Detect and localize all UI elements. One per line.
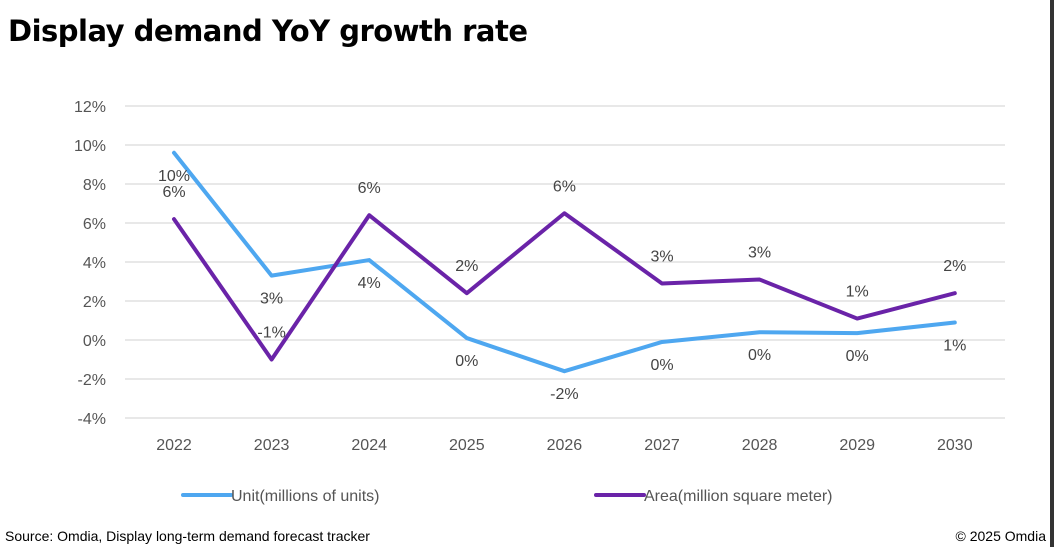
data-label: 0% bbox=[846, 348, 869, 365]
y-tick-label: 0% bbox=[83, 333, 106, 350]
data-label: 3% bbox=[748, 245, 771, 262]
series-line-area bbox=[172, 211, 957, 362]
x-tick-label: 2023 bbox=[254, 437, 290, 454]
x-tick-label: 2030 bbox=[937, 437, 973, 454]
x-tick-label: 2028 bbox=[742, 437, 778, 454]
y-tick-label: 4% bbox=[83, 255, 106, 272]
data-label: -2% bbox=[550, 386, 578, 403]
chart-title: Display demand YoY growth rate bbox=[8, 14, 528, 48]
x-tick-label: 2022 bbox=[156, 437, 192, 454]
data-label: 6% bbox=[553, 178, 576, 195]
y-tick-label: -2% bbox=[78, 372, 106, 389]
data-label: -1% bbox=[257, 325, 285, 342]
y-tick-label: 12% bbox=[74, 99, 106, 116]
data-label: 2% bbox=[455, 258, 478, 275]
window-edge bbox=[1050, 0, 1054, 547]
data-label: 3% bbox=[260, 291, 283, 308]
x-tick-label: 2026 bbox=[547, 437, 583, 454]
legend-label: Area(million square meter) bbox=[644, 488, 833, 505]
legend-label: Unit(millions of units) bbox=[231, 488, 379, 505]
y-tick-label: 6% bbox=[83, 216, 106, 233]
y-tick-label: 2% bbox=[83, 294, 106, 311]
y-tick-label: 10% bbox=[74, 138, 106, 155]
x-tick-label: 2029 bbox=[839, 437, 875, 454]
data-label: 0% bbox=[455, 353, 478, 370]
copyright: © 2025 Omdia bbox=[955, 528, 1046, 544]
data-label: 10% bbox=[158, 168, 190, 185]
data-label: 3% bbox=[650, 248, 673, 265]
source-note: Source: Omdia, Display long-term demand … bbox=[5, 528, 370, 544]
data-label: 1% bbox=[943, 337, 966, 354]
data-label: 2% bbox=[943, 258, 966, 275]
y-tick-label: -4% bbox=[78, 411, 106, 428]
data-label: 4% bbox=[358, 275, 381, 292]
data-label: 1% bbox=[846, 284, 869, 301]
y-tick-label: 8% bbox=[83, 177, 106, 194]
series-line-unit bbox=[172, 150, 957, 374]
data-label: 6% bbox=[162, 184, 185, 201]
data-label: 0% bbox=[748, 347, 771, 364]
data-label: 0% bbox=[650, 357, 673, 374]
x-tick-label: 2024 bbox=[351, 437, 387, 454]
data-label: 6% bbox=[358, 180, 381, 197]
x-tick-label: 2025 bbox=[449, 437, 485, 454]
x-tick-label: 2027 bbox=[644, 437, 680, 454]
